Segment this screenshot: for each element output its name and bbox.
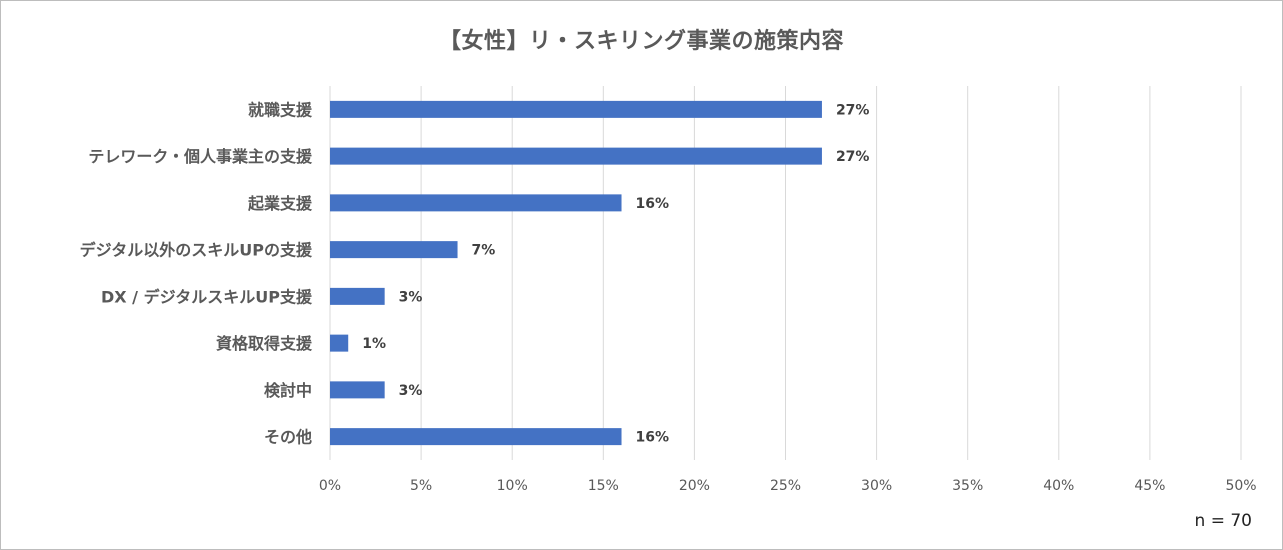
data-label: 27% [836, 149, 870, 165]
bar [330, 100, 822, 118]
data-label: 16% [636, 430, 670, 446]
x-tick-label: 35% [952, 478, 983, 494]
x-tick-label: 50% [1225, 478, 1256, 494]
x-tick-label: 15% [588, 478, 619, 494]
x-tick-label: 45% [1134, 478, 1165, 494]
data-label: 3% [399, 289, 423, 305]
bar [330, 194, 622, 212]
bar [330, 147, 822, 165]
bar [330, 381, 385, 399]
data-label: 1% [362, 336, 386, 352]
x-tick-label: 10% [497, 478, 528, 494]
x-tick-label: 0% [319, 478, 341, 494]
category-label: DX / デジタルスキルUP支援 [101, 287, 313, 306]
chart-title: 【女性】リ・スキリング事業の施策内容 [438, 29, 844, 54]
x-tick-label: 25% [770, 478, 801, 494]
data-label: 27% [836, 102, 870, 118]
x-tick-label: 20% [679, 478, 710, 494]
x-tick-label: 5% [410, 478, 432, 494]
bar [330, 428, 622, 446]
category-label: 検討中 [264, 381, 312, 400]
bar [330, 241, 458, 259]
category-label: 起業支援 [247, 194, 313, 213]
category-label: デジタル以外のスキルUPの支援 [80, 241, 313, 260]
sample-size-note: n = 70 [1194, 511, 1252, 531]
x-tick-label: 30% [861, 478, 892, 494]
bar [330, 287, 385, 305]
category-label: その他 [264, 428, 312, 447]
data-label: 3% [399, 383, 423, 399]
bar [330, 334, 349, 352]
category-label: テレワーク・個人事業主の支援 [88, 147, 313, 166]
data-label: 16% [636, 196, 670, 212]
category-label: 就職支援 [248, 100, 313, 119]
x-tick-label: 40% [1043, 478, 1074, 494]
category-label: 資格取得支援 [216, 334, 313, 353]
data-label: 7% [472, 243, 496, 259]
